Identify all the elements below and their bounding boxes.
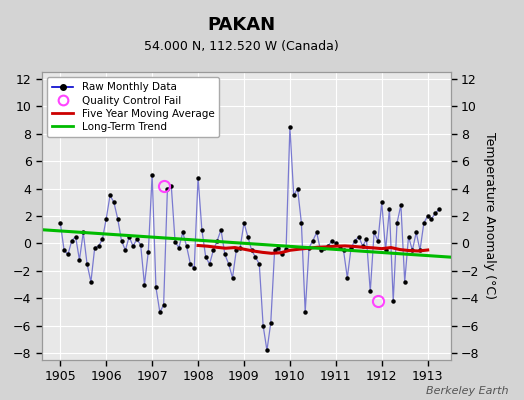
Legend: Raw Monthly Data, Quality Control Fail, Five Year Moving Average, Long-Term Tren: Raw Monthly Data, Quality Control Fail, … (47, 77, 220, 137)
Text: PAKAN: PAKAN (207, 16, 275, 34)
Text: Berkeley Earth: Berkeley Earth (426, 386, 508, 396)
Y-axis label: Temperature Anomaly (°C): Temperature Anomaly (°C) (483, 132, 496, 300)
Text: 54.000 N, 112.520 W (Canada): 54.000 N, 112.520 W (Canada) (144, 40, 339, 53)
